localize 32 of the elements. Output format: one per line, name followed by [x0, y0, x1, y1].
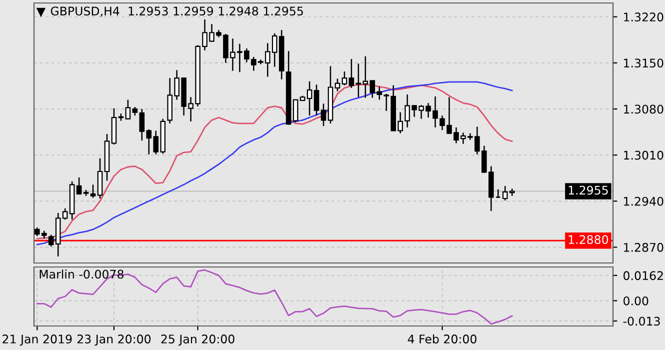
y-tick-label: 1.3010 [624, 150, 664, 160]
candlestick [334, 78, 340, 92]
y-tick-label: 1.2870 [624, 242, 664, 252]
candlestick [125, 99, 131, 120]
candlestick [320, 103, 326, 127]
candlestick [502, 185, 508, 202]
candlestick [62, 208, 68, 220]
y-tick-label: 0.00 [624, 296, 648, 306]
candlestick [314, 84, 320, 116]
line-series [36, 269, 513, 325]
candlestick [76, 176, 82, 196]
y-tick-label: 1.2940 [624, 196, 664, 206]
ref-line-label: 1.2955 [568, 186, 608, 195]
candlestick [97, 158, 103, 200]
candlestick [292, 99, 298, 123]
chart-title: Marlin -0.0078 [40, 270, 124, 279]
y-tick-label: 1.3220 [624, 12, 664, 22]
y-tick-label: -0.013 [623, 316, 660, 326]
x-tick-label: 4 Feb 20:00 [408, 334, 476, 344]
x-tick-label: 25 Jan 20:00 [161, 334, 234, 346]
candlestick [306, 80, 312, 116]
candlestick [90, 184, 96, 198]
candlestick [356, 62, 362, 98]
y-tick-label: 0.0162 [624, 271, 663, 280]
candlestick [348, 58, 354, 89]
y-tick-label: 1.3150 [624, 58, 664, 68]
x-tick-label: 21 Jan 2019 [2, 334, 72, 346]
y-tick-label: 1.3080 [624, 104, 664, 114]
x-tick-label: 23 Jan 20:00 [77, 334, 151, 346]
ref-line-label: 1.2880 [568, 235, 608, 244]
chart-title: GBPUSD,H4 1.2953 1.2959 1.2948 1.2955 [50, 6, 303, 17]
candlestick [342, 70, 348, 86]
